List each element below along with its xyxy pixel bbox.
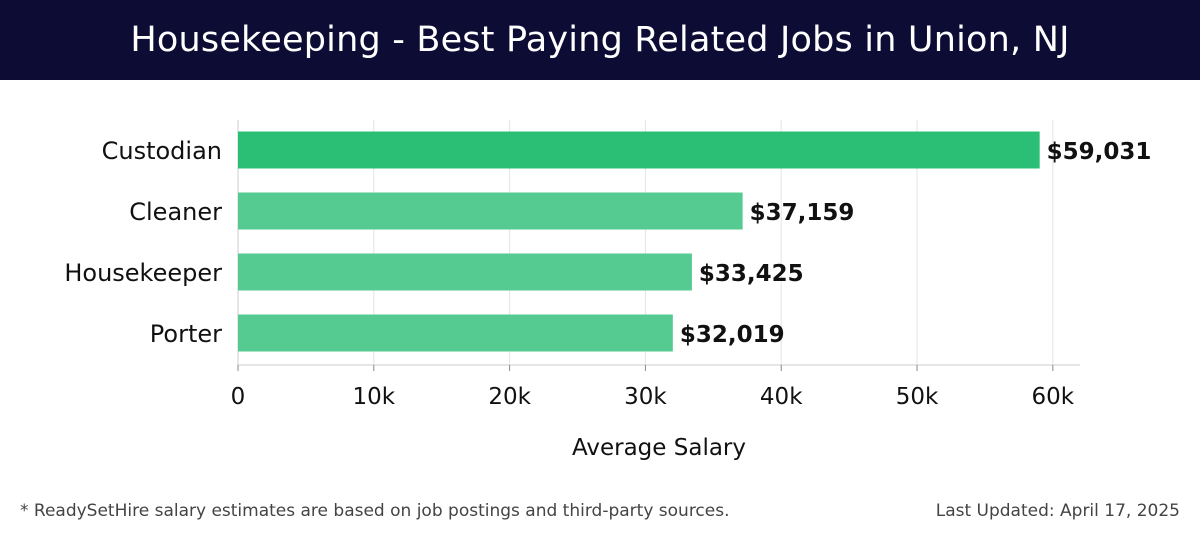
value-label: $32,019 [680,322,785,348]
x-tick-label: 60k [1032,384,1075,410]
footnote: * ReadySetHire salary estimates are base… [20,501,730,521]
chart-header: Housekeeping - Best Paying Related Jobs … [0,0,1200,80]
x-tick-label: 10k [353,384,396,410]
last-updated: Last Updated: April 17, 2025 [935,501,1180,521]
x-tick-label: 50k [896,384,939,410]
bar-chart: 0 10k 20k 30k 40k 50k 60k Custodian $59,031 Clean… [64,120,1152,461]
x-axis-title: Average Salary [572,435,746,461]
x-tick-label: 0 [231,384,246,410]
x-tick-label: 20k [488,384,531,410]
category-label: Cleaner [129,198,222,226]
bar [238,314,673,352]
bar [238,253,692,291]
category-label: Porter [150,320,222,348]
x-tick-label: 40k [760,384,803,410]
x-tick-label: 30k [624,384,667,410]
bar [238,131,1040,169]
value-label: $59,031 [1047,139,1152,165]
category-label: Custodian [102,137,222,165]
category-label: Housekeeper [64,259,222,287]
bar [238,192,743,230]
chart-title: Housekeeping - Best Paying Related Jobs … [130,20,1070,60]
value-label: $37,159 [750,200,855,226]
value-label: $33,425 [699,261,804,287]
